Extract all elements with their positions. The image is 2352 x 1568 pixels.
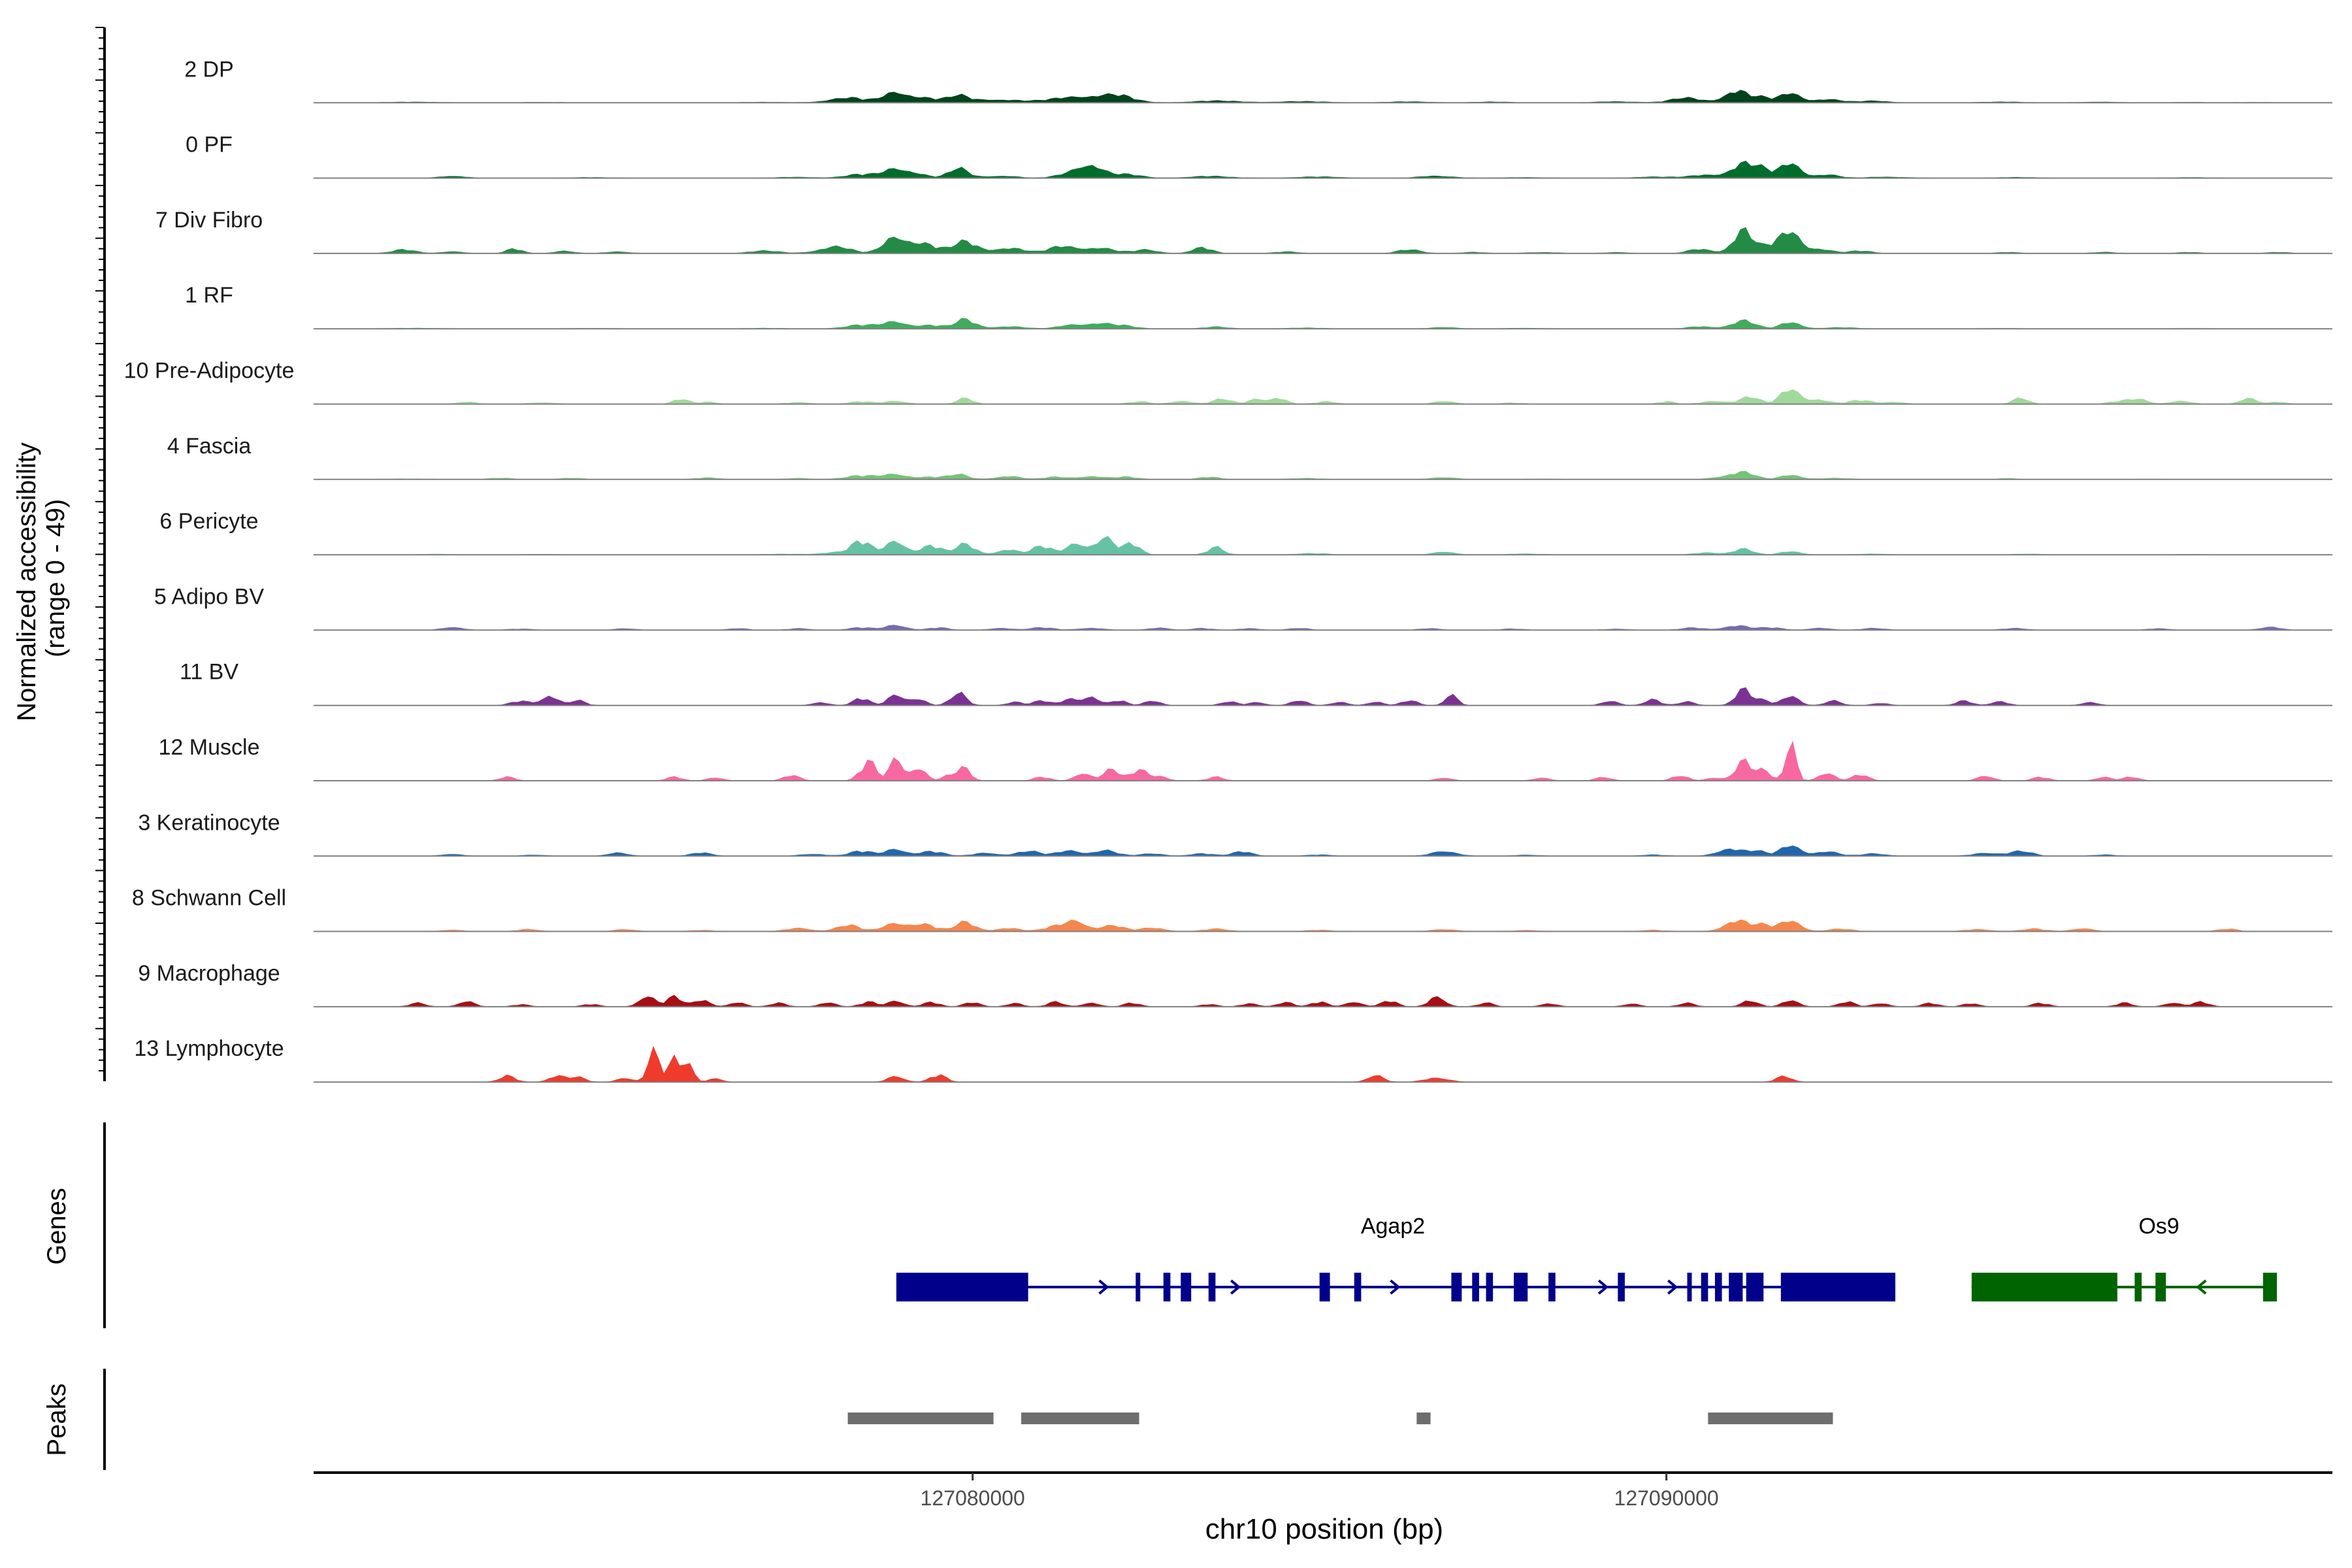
strand-arrow bbox=[1098, 1279, 1109, 1295]
gene-exon bbox=[1701, 1273, 1708, 1301]
track-11-bv: 11 BV bbox=[180, 660, 2332, 706]
x-tick-label: 127090000 bbox=[1614, 1486, 1719, 1510]
track-label: 5 Adipo BV bbox=[154, 584, 265, 609]
gene-exon bbox=[1208, 1273, 1216, 1301]
track-label: 0 PF bbox=[186, 133, 233, 157]
gene-exon bbox=[1548, 1273, 1556, 1301]
gene-name-label: Agap2 bbox=[1361, 1214, 1425, 1239]
gene-exon bbox=[1618, 1273, 1625, 1301]
accessibility-y-label-line-2: (range 0 - 49) bbox=[41, 499, 70, 657]
track-label: 13 Lymphocyte bbox=[134, 1036, 284, 1061]
gene-name-label: Os9 bbox=[2138, 1214, 2179, 1239]
accessibility-y-label-line-1: Normalized accessibility bbox=[12, 442, 41, 721]
track-label: 8 Schwann Cell bbox=[132, 886, 286, 911]
track-2-dp: 2 DP bbox=[184, 57, 2332, 104]
strand-arrow bbox=[918, 1279, 929, 1295]
track-4-fascia: 4 Fascia bbox=[167, 434, 2332, 480]
gene-agap2: Agap2 bbox=[896, 1214, 1896, 1301]
accessibility-y-label: Normalized accessibility (range 0 - 49) bbox=[12, 435, 70, 721]
track-label: 6 Pericyte bbox=[159, 509, 258, 534]
track-8-schwann-cell: 8 Schwann Cell bbox=[132, 886, 2332, 932]
gene-exon bbox=[1319, 1273, 1330, 1301]
track-label: 7 Div Fibro bbox=[155, 208, 263, 233]
track-label: 1 RF bbox=[185, 283, 233, 308]
gene-exon bbox=[1514, 1273, 1528, 1301]
gene-exon bbox=[896, 1273, 1028, 1301]
gene-exon bbox=[1163, 1273, 1171, 1301]
gene-exon bbox=[1687, 1273, 1692, 1301]
track-1-rf: 1 RF bbox=[185, 283, 2332, 330]
track-12-muscle: 12 Muscle bbox=[159, 735, 2332, 781]
track-9-macrophage: 9 Macrophage bbox=[138, 961, 2332, 1007]
peaks-panel-label: Peaks bbox=[42, 1383, 71, 1456]
track-label: 10 Pre-Adipocyte bbox=[124, 359, 295, 384]
track-label: 3 Keratinocyte bbox=[138, 810, 280, 835]
genes-panel-label: Genes bbox=[42, 1188, 71, 1265]
peak-region bbox=[847, 1413, 994, 1424]
gene-exon bbox=[1354, 1273, 1362, 1301]
gene-exon bbox=[1135, 1273, 1141, 1301]
gene-exon bbox=[1746, 1273, 1764, 1301]
called-peaks bbox=[847, 1413, 1833, 1424]
gene-exon bbox=[1451, 1273, 1462, 1301]
x-axis-label: chr10 position (bp) bbox=[1205, 1513, 1443, 1545]
peak-region bbox=[1416, 1413, 1431, 1424]
gene-exon bbox=[1971, 1273, 2117, 1301]
gene-exon bbox=[1780, 1273, 1896, 1301]
track-label: 4 Fascia bbox=[167, 434, 252, 459]
strand-arrow bbox=[1390, 1279, 1401, 1295]
track-0-pf: 0 PF bbox=[186, 133, 2332, 179]
gene-exon bbox=[2134, 1273, 2142, 1301]
gene-exon bbox=[1486, 1273, 1494, 1301]
gene-exon bbox=[2262, 1273, 2278, 1301]
gene-exon bbox=[1714, 1273, 1722, 1301]
strand-arrow bbox=[1230, 1279, 1241, 1295]
track-label: 12 Muscle bbox=[159, 735, 260, 760]
strand-arrow bbox=[2196, 1279, 2207, 1295]
track-10-pre-adipocyte: 10 Pre-Adipocyte bbox=[124, 359, 2332, 405]
track-label: 9 Macrophage bbox=[138, 961, 280, 986]
x-axis-ticks: 127080000 127090000 bbox=[921, 1473, 1719, 1510]
peak-region bbox=[1708, 1413, 1833, 1424]
track-5-adipo-bv: 5 Adipo BV bbox=[154, 584, 2332, 631]
track-7-div-fibro: 7 Div Fibro bbox=[155, 208, 2332, 254]
x-tick-label: 127080000 bbox=[921, 1486, 1025, 1510]
track-6-pericyte: 6 Pericyte bbox=[159, 509, 2332, 556]
gene-os9: Os9 bbox=[1971, 1214, 2278, 1301]
accessibility-y-axis bbox=[95, 27, 106, 1081]
strand-arrow bbox=[1597, 1279, 1609, 1295]
gene-exon bbox=[1472, 1273, 1479, 1301]
track-3-keratinocyte: 3 Keratinocyte bbox=[138, 810, 2332, 857]
strand-arrow bbox=[1667, 1279, 1678, 1295]
accessibility-tracks: 2 DP 0 PF 7 Div Fibro 1 RF 10 Pre-Adipocyte 4… bbox=[124, 57, 2332, 1083]
track-13-lymphocyte: 13 Lymphocyte bbox=[134, 1036, 2332, 1083]
track-label: 11 BV bbox=[180, 660, 238, 685]
gene-exon bbox=[1181, 1273, 1192, 1301]
gene-models: Agap2 Os9 bbox=[896, 1214, 2278, 1301]
gene-exon bbox=[2155, 1273, 2166, 1301]
peak-region bbox=[1021, 1413, 1139, 1424]
gene-exon bbox=[1729, 1273, 1743, 1301]
track-label: 2 DP bbox=[184, 57, 234, 82]
